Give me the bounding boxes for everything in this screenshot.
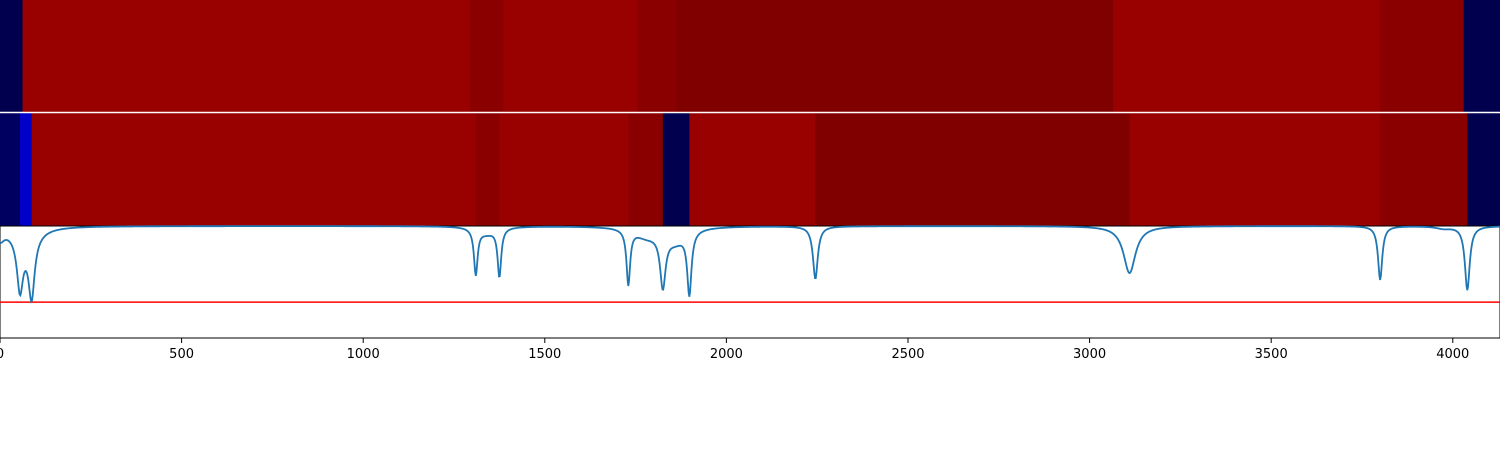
band-middle-segment-4	[499, 113, 629, 226]
band-middle-segment-1	[19, 113, 33, 226]
x-tick-label-1: 500	[169, 347, 194, 362]
band-top-segment-8	[1463, 0, 1500, 112]
band-middle-segment-10	[1380, 113, 1468, 226]
band-middle-segment-9	[1129, 113, 1381, 226]
band-top-segment-0	[0, 0, 24, 112]
band-middle-segment-6	[662, 113, 690, 226]
heatmap-band-top	[0, 0, 1500, 112]
band-middle-segment-7	[689, 113, 816, 226]
band-top-segment-3	[503, 0, 639, 112]
x-tick-label-8: 4000	[1436, 347, 1469, 362]
x-tick-label-0: 0	[0, 347, 4, 362]
band-top-segment-5	[675, 0, 1114, 112]
band-middle-segment-2	[31, 113, 477, 226]
band-middle-segment-11	[1467, 113, 1500, 226]
x-tick-label-3: 1500	[528, 347, 561, 362]
signal-panel-frame	[0, 225, 1500, 339]
band-top-segment-7	[1380, 0, 1465, 112]
x-tick-label-7: 3500	[1255, 347, 1288, 362]
signal-panel	[0, 225, 1500, 339]
band-middle-segment-8	[815, 113, 1131, 226]
x-axis: 0 500 1000 1500 2000 2500 3000 3500 4000	[0, 338, 1469, 362]
heatmap-band-middle	[0, 113, 1500, 226]
x-tick-label-4: 2000	[710, 347, 743, 362]
band-middle-segment-5	[628, 113, 664, 226]
band-top-segment-2	[470, 0, 504, 112]
signal-line	[0, 225, 1500, 304]
band-top-segment-6	[1113, 0, 1381, 112]
band-top-segment-1	[22, 0, 471, 112]
band-top-segment-4	[637, 0, 677, 112]
x-tick-label-6: 3000	[1073, 347, 1106, 362]
band-middle-segment-0	[0, 113, 21, 226]
x-tick-label-2: 1000	[347, 347, 380, 362]
band-middle-segment-3	[475, 113, 500, 226]
x-tick-label-5: 2500	[891, 347, 924, 362]
